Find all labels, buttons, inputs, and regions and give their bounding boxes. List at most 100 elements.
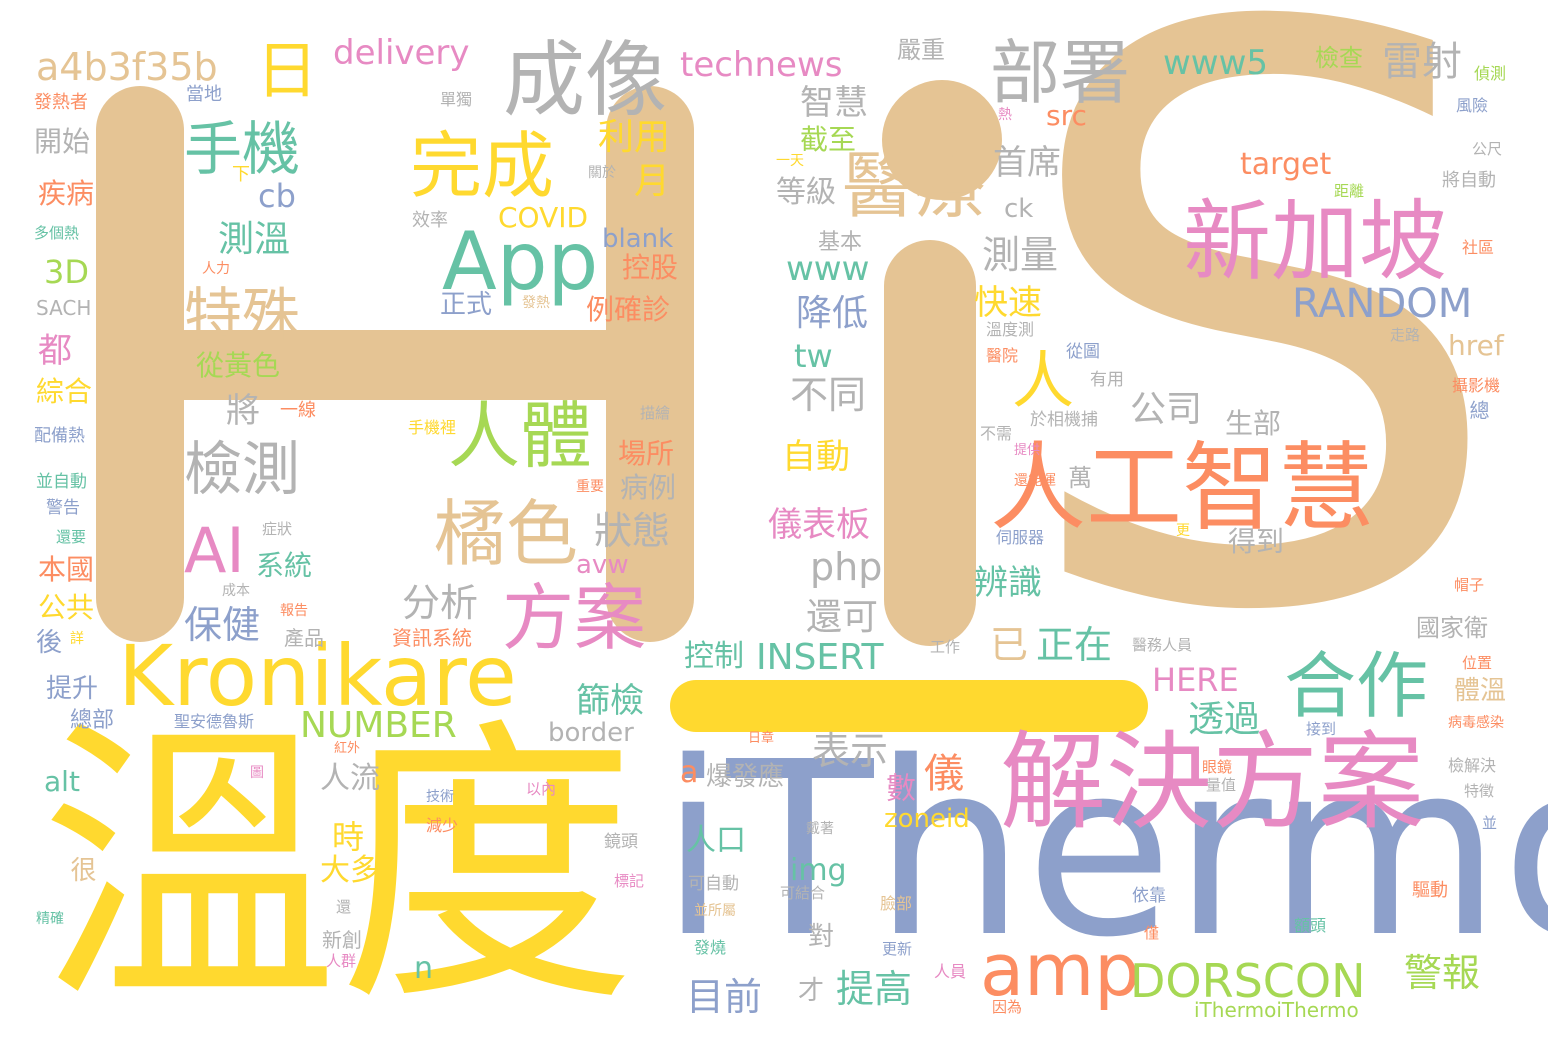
word-fare: 發熱 xyxy=(522,296,550,310)
word-benguo: 本國 xyxy=(38,556,94,584)
word-yi: 儀 xyxy=(920,752,960,792)
word-bingzidong: 並自動 xyxy=(36,474,87,491)
word-ren: 人 xyxy=(1012,350,1074,412)
word-sifuqi: 伺服器 xyxy=(996,530,1044,546)
word-jingtou: 鏡頭 xyxy=(604,834,638,851)
word-hongwai: 紅外 xyxy=(334,742,360,755)
word-liyong: 利用 xyxy=(598,120,670,156)
word-shaijian: 篩檢 xyxy=(576,684,644,718)
word-yibiaoban: 儀表板 xyxy=(768,508,870,542)
word-ck: ck xyxy=(1004,196,1033,222)
word-jishu: 技術 xyxy=(426,790,454,804)
word-qudong: 驅動 xyxy=(1412,882,1448,900)
word-buxu: 不需 xyxy=(980,426,1012,442)
word-hezuo: 合作 xyxy=(1284,650,1428,722)
word-jibing: 疾病 xyxy=(38,180,94,208)
word-guojiawei: 國家衛 xyxy=(1416,616,1488,640)
word-avw: avw xyxy=(576,552,629,578)
word-butong: 不同 xyxy=(790,376,866,414)
word-wenduce: 溫度測 xyxy=(986,322,1034,338)
word-zhen: 偵測 xyxy=(1474,66,1506,82)
word-liangzhi: 量值 xyxy=(1206,778,1236,793)
word-delivery: delivery xyxy=(333,36,470,70)
word-3d: 3D xyxy=(44,256,89,288)
word-zidong: 自動 xyxy=(782,440,850,474)
word-shi: 時 xyxy=(330,820,362,852)
word-congmhuangse: 從黃色 xyxy=(196,352,280,380)
word-renkou: 人口 xyxy=(686,826,746,856)
word-shu: 數 xyxy=(882,772,912,802)
word-xiaolv: 效率 xyxy=(412,212,448,230)
word-geng2: 更新 xyxy=(882,942,912,957)
word-tezheng: 特徵 xyxy=(1464,784,1494,799)
word-baojian: 保健 xyxy=(184,606,260,644)
word-blank: blank xyxy=(602,226,673,252)
word-zhengzai: 正在 xyxy=(1036,626,1112,664)
word-tigao: 提高 xyxy=(836,970,912,1008)
word-sheyingji: 攝影機 xyxy=(1452,378,1500,394)
word-dedao: 得到 xyxy=(1228,528,1284,556)
word-yiliao: 醫療 xyxy=(842,150,986,222)
word-n: n xyxy=(414,954,433,984)
word-biaoji: 標記 xyxy=(614,874,644,889)
word-youyong: 有用 xyxy=(1090,372,1124,389)
word-zixun: 資訊系統 xyxy=(392,628,472,648)
word-jianjiejue: 檢解決 xyxy=(1448,758,1496,774)
word-peibeire: 配備熱 xyxy=(34,428,85,445)
word-src: src xyxy=(1046,102,1087,130)
word-yiyuan: 醫院 xyxy=(986,348,1018,364)
word-dou: 都 xyxy=(38,334,72,368)
word-yinwei: 因為 xyxy=(992,1000,1022,1015)
word-juli: 距離 xyxy=(1334,184,1364,199)
word-shouxi: 首席 xyxy=(993,146,1061,180)
word-fashao: 發燒 xyxy=(694,940,726,956)
word-jin: 僅 xyxy=(1144,926,1159,941)
word-www: www xyxy=(786,252,869,286)
word-jianshao: 減少 xyxy=(426,818,458,834)
word-bingsuoxu: 並所屬 xyxy=(694,904,736,918)
word-congtu: 從圖 xyxy=(1066,344,1100,361)
word-gongsi: 公司 xyxy=(1130,392,1202,428)
word-yixian: 一線 xyxy=(280,402,316,420)
word-rizhang: 日章 xyxy=(748,732,774,745)
word-target: target xyxy=(1240,150,1331,180)
word-jinggao: 警告 xyxy=(46,500,80,517)
word-kuaisu: 快速 xyxy=(974,286,1042,320)
word-yitian: 一天 xyxy=(776,154,804,168)
word-covid: COVID xyxy=(498,204,588,232)
word-maozi: 帽子 xyxy=(1454,578,1484,593)
word-jiang: 將 xyxy=(226,394,260,428)
word-xitong: 系統 xyxy=(256,552,312,580)
word-zoulu: 走路 xyxy=(1390,328,1420,343)
word-jiedao: 接到 xyxy=(1306,722,1336,737)
word-buhu: 部署 xyxy=(990,38,1130,108)
word-yue: 月 xyxy=(634,164,670,200)
word-chengben: 成本 xyxy=(222,584,250,598)
word-hen: 很 xyxy=(68,856,94,882)
word-tw: tw xyxy=(794,340,833,372)
word-kongzhi: 控制 xyxy=(684,642,744,672)
word-tiwen: 體溫 xyxy=(1454,678,1506,704)
word-fangan: 方案 xyxy=(502,582,646,654)
word-haiyao: 還要 xyxy=(56,530,86,545)
word-renqun: 人群 xyxy=(326,954,356,969)
word-liqueque: 例確診 xyxy=(586,296,670,324)
word-lianbu: 臉部 xyxy=(880,896,912,912)
word-huanneng: 還能運 xyxy=(1014,474,1056,488)
letter-h-left-stroke xyxy=(96,86,184,642)
word-huanke: 還可 xyxy=(806,600,878,636)
word-yikao: 依靠 xyxy=(1132,888,1166,905)
word-jieshi: 截至 xyxy=(800,126,856,154)
word-tigong: 提供 xyxy=(1014,444,1040,457)
word-teshu: 特殊 xyxy=(184,286,300,344)
word-bing: 並 xyxy=(1482,816,1497,831)
word-chanpin: 產品 xyxy=(284,628,324,648)
word-zhihui: 智慧 xyxy=(800,86,868,120)
word-jiance: 檢測 xyxy=(184,440,300,498)
word-ithermoithermo: iThermoiThermo xyxy=(1194,1000,1359,1020)
word-dui: 對 xyxy=(808,924,834,950)
word-xinjiapo: 新加坡 xyxy=(1183,198,1447,286)
word-baogao: 報告 xyxy=(280,604,308,618)
word-here: HERE xyxy=(1152,664,1239,696)
